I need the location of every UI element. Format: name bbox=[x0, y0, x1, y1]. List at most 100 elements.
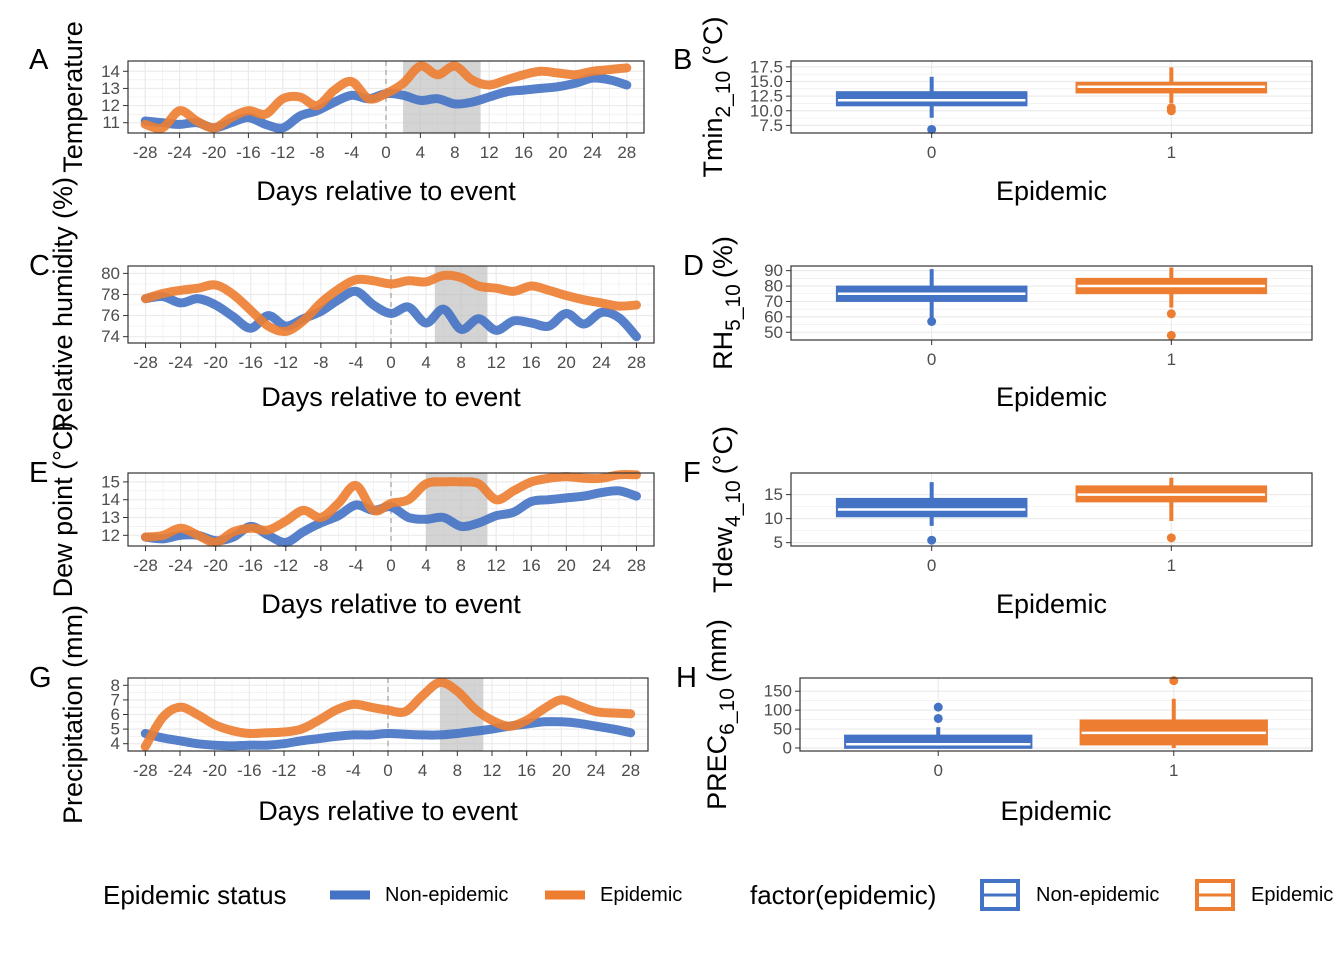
x-tick-label: -8 bbox=[313, 353, 328, 372]
y-axis-title-subscript: 2_10 bbox=[712, 71, 735, 118]
x-tick-label: 0 bbox=[386, 353, 395, 372]
outlier-point-non-epidemic bbox=[927, 317, 937, 326]
x-tick-label: 12 bbox=[480, 143, 499, 162]
y-axis-title: Temperature bbox=[58, 21, 88, 173]
panel-letter-f: F bbox=[683, 457, 701, 489]
series-line-epidemic bbox=[141, 270, 641, 337]
y-tick-label: 12 bbox=[101, 96, 120, 115]
y-tick-label: 15.0 bbox=[750, 72, 783, 91]
x-tick-label: -8 bbox=[311, 761, 326, 780]
series-line-epidemic bbox=[141, 470, 641, 547]
panel-letter-g: G bbox=[29, 662, 52, 694]
x-axis-title: Epidemic bbox=[1000, 796, 1111, 826]
y-axis-title: Relative humidity (%) bbox=[48, 177, 78, 432]
x-tick-label: -16 bbox=[236, 143, 261, 162]
x-tick-label: -4 bbox=[346, 761, 361, 780]
series-line-non-epidemic bbox=[140, 717, 636, 751]
y-tick-label: 80 bbox=[101, 264, 120, 283]
x-tick-label: 0 bbox=[927, 350, 936, 369]
x-tick-label: 1 bbox=[1167, 556, 1176, 575]
panel-border bbox=[790, 60, 1313, 134]
outlier-point-non-epidemic bbox=[927, 535, 937, 545]
panel-b: 0 17.510.012.515.017.5EpidemicTmin2_10(°C… bbox=[698, 17, 1313, 206]
legend-label: Non-epidemic bbox=[385, 884, 508, 906]
y-tick-label: 150 bbox=[764, 682, 792, 701]
x-tick-label: -24 bbox=[168, 353, 193, 372]
x-tick-label: -12 bbox=[274, 353, 299, 372]
legend-title: factor(epidemic) bbox=[750, 880, 936, 910]
x-tick-label: 8 bbox=[456, 353, 465, 372]
x-tick-label: 1 bbox=[1167, 350, 1176, 369]
series-line-non-epidemic bbox=[141, 286, 641, 342]
y-tick-label: 13 bbox=[101, 508, 120, 527]
panel-letter-d: D bbox=[683, 250, 704, 282]
legend-label: Non-epidemic bbox=[1036, 884, 1159, 906]
legend-label: Epidemic bbox=[600, 884, 682, 906]
y-tick-label: 7 bbox=[111, 690, 120, 709]
y-axis-title: Tmin2_10 (°C) bbox=[698, 17, 735, 178]
x-tick-label: 16 bbox=[522, 353, 541, 372]
y-axis-title: Precipitation (mm) bbox=[58, 605, 88, 824]
x-tick-label: 4 bbox=[418, 761, 427, 780]
x-axis-title: Epidemic bbox=[996, 382, 1107, 412]
y-tick-label: 15 bbox=[764, 485, 783, 504]
x-tick-label: -12 bbox=[271, 143, 296, 162]
box-non-epidemic bbox=[835, 91, 1028, 107]
x-tick-label: 16 bbox=[514, 143, 533, 162]
box-non-epidemic bbox=[835, 497, 1028, 518]
y-tick-label: 12 bbox=[101, 526, 120, 545]
y-axis-title-unit: (°C) bbox=[708, 426, 738, 474]
y-axis-title-main: PREC bbox=[702, 735, 732, 810]
x-tick-label: -16 bbox=[238, 556, 263, 575]
x-tick-label: 28 bbox=[627, 556, 646, 575]
x-tick-label: 12 bbox=[487, 556, 506, 575]
x-tick-label: 4 bbox=[421, 353, 430, 372]
x-axis-title: Days relative to event bbox=[258, 796, 518, 826]
y-axis-title-main: RH bbox=[708, 331, 738, 370]
panel-g: -28 -24 -20 -16 -12 -8 -4 0 4 8 12 16 20 24 2845678Day… bbox=[58, 605, 649, 826]
x-tick-label: 0 bbox=[934, 761, 943, 780]
x-tick-label: -8 bbox=[313, 556, 328, 575]
x-tick-label: 28 bbox=[627, 353, 646, 372]
y-tick-label: 14 bbox=[101, 62, 120, 81]
outlier-point-epidemic bbox=[1166, 330, 1176, 340]
y-tick-label: 50 bbox=[773, 720, 792, 739]
y-axis-title: Dew point (°C) bbox=[48, 422, 78, 598]
y-tick-label: 10.0 bbox=[750, 101, 783, 120]
x-tick-label: 24 bbox=[592, 556, 611, 575]
panel-letter-e: E bbox=[29, 457, 48, 489]
panel-letter-b: B bbox=[673, 44, 692, 76]
x-axis-title: Days relative to event bbox=[261, 589, 521, 619]
x-tick-label: -24 bbox=[167, 143, 192, 162]
legend-right: factor(epidemic) Non-epidemic Epidemic bbox=[750, 879, 1333, 911]
x-tick-label: -4 bbox=[348, 556, 363, 575]
x-tick-label: 4 bbox=[421, 556, 430, 575]
x-tick-label: 8 bbox=[453, 761, 462, 780]
x-tick-label: 0 bbox=[927, 143, 936, 162]
x-tick-label: 8 bbox=[456, 556, 465, 575]
x-tick-label: -20 bbox=[202, 143, 227, 162]
y-tick-label: 4 bbox=[111, 734, 120, 753]
series-line-epidemic bbox=[140, 677, 636, 752]
y-tick-label: 11 bbox=[102, 113, 120, 132]
x-tick-label: 20 bbox=[552, 761, 571, 780]
outlier-point-epidemic bbox=[1166, 533, 1176, 543]
panel-letter-c: C bbox=[29, 250, 50, 282]
y-axis-title-subscript: 4_10 bbox=[722, 480, 745, 527]
x-tick-label: -4 bbox=[344, 143, 359, 162]
x-tick-label: 0 bbox=[383, 761, 392, 780]
x-tick-label: 1 bbox=[1167, 143, 1176, 162]
y-tick-label: 80 bbox=[764, 277, 783, 296]
y-tick-label: 76 bbox=[101, 306, 120, 325]
y-axis-title-unit: (°C) bbox=[698, 17, 728, 65]
x-tick-label: 24 bbox=[592, 353, 611, 372]
x-tick-label: 28 bbox=[621, 761, 640, 780]
x-tick-label: -8 bbox=[310, 143, 325, 162]
x-tick-label: -20 bbox=[202, 761, 227, 780]
y-axis-title-unit: (%) bbox=[708, 236, 738, 278]
y-tick-label: 60 bbox=[764, 307, 783, 326]
y-tick-label: 70 bbox=[764, 292, 783, 311]
